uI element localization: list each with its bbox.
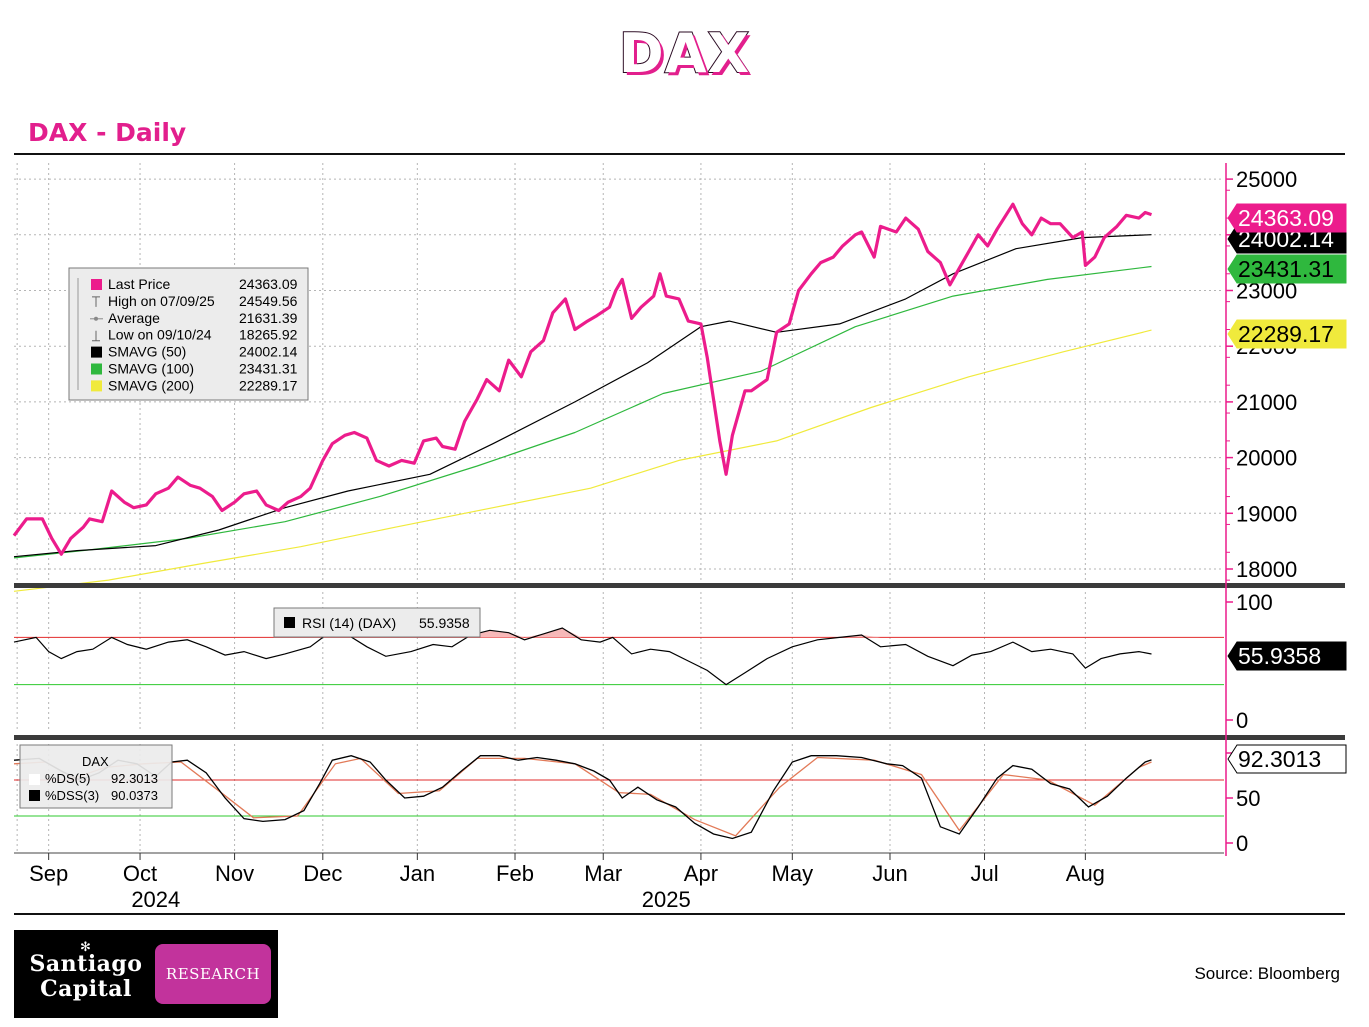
x-tick-label: Feb [496,861,534,886]
legend-swatch [91,363,102,375]
legend-label: Low on 09/10/24 [108,327,212,343]
high-marker-icon [92,296,100,307]
x-tick-label: Jan [400,861,435,886]
rsi-legend-label: RSI (14) (DAX) [302,615,396,631]
year-label: 2024 [131,887,180,912]
x-tick-label: Nov [215,861,254,886]
legend-swatch [91,380,102,392]
x-tick-label: May [772,861,814,886]
scallop-shell-icon: ✻ [80,939,91,954]
legends: Last Price 24363.09 High on 07/09/25 24549.… [19,267,481,809]
year-label: 2025 [642,887,691,912]
tag-last-price-box [1227,203,1347,233]
stochastic-legend-swatch [29,790,40,801]
x-tick-label: Dec [303,861,342,886]
chart-heading: DAX - Daily [28,118,187,147]
series-smavg-50- [13,234,1152,558]
x-tick-label: Jul [970,861,998,886]
rsi-legend-swatch [284,617,295,628]
legend-label: SMAVG (200) [108,377,194,393]
tag-last-price: 24363.09 [1238,205,1334,231]
legend-label: Average [108,310,160,326]
stochastic-legend-label: %DSS(3) [45,788,99,803]
series-last-price [12,202,1153,556]
panel-frame [14,163,1345,856]
last-value-tags: 22289.1723431.3124002.1424363.0955.93589… [1227,203,1347,774]
stochastic-legend-label: %DS(5) [45,771,91,786]
logo-text: Santiago Capital [29,951,143,1002]
y-tick-label: 19000 [1236,501,1297,526]
legend-label: SMAVG (50) [108,344,186,360]
legend-value: 22289.17 [239,377,298,393]
y-tick-label: 100 [1236,590,1273,615]
panel-separator [14,735,1345,740]
source-note: Source: Bloomberg [1194,964,1340,983]
bottom-divider [14,913,1345,915]
tag-rsi: 55.9358 [1238,643,1321,669]
y-tick-label: 18000 [1236,557,1297,582]
y-tick-label: 20000 [1236,446,1297,471]
tag-rsi-box [1227,641,1347,671]
page-title: DAX [618,21,751,86]
tag-smavg-200-: 22289.17 [1238,321,1334,347]
series--dss-3- [13,756,1152,837]
santiago-capital-logo: ✻ Santiago Capital RESEARCH [14,930,278,1018]
tag-stochastic-box [1227,744,1347,774]
y-tick-label: 0 [1236,708,1248,733]
legend-label: High on 07/09/25 [108,293,215,309]
x-tick-label: Aug [1066,861,1105,886]
rsi-legend-box [273,607,481,638]
grid [14,163,1224,852]
y-tick-label: 0 [1236,831,1248,856]
legend-label: Last Price [108,276,170,292]
x-tick-label: Mar [584,861,622,886]
series-smavg-200- [13,329,1152,592]
panel-separator [14,583,1345,588]
legend-value: 24002.14 [239,344,298,360]
low-marker-icon [92,330,100,342]
rsi-legend-value: 55.9358 [419,615,470,631]
y-tick-label: 25000 [1236,167,1297,192]
x-tick-label: Sep [29,861,68,886]
main-legend-box [68,267,309,401]
legend-value: 21631.39 [239,310,298,326]
y-tick-label: 50 [1236,786,1260,811]
x-tick-label: Apr [684,861,718,886]
series-lines [12,202,1153,840]
stochastic-legend-box [19,744,173,809]
rsi-overbought-area [14,628,1152,638]
legend-swatch [91,346,102,358]
stochastic-legend-value: 90.0373 [111,788,158,803]
stochastic-legend-title: DAX [82,754,109,769]
legend-value: 23431.31 [239,361,298,377]
legend-value: 24549.56 [239,293,298,309]
legend-swatch [91,279,102,290]
legend-value: 24363.09 [239,276,298,292]
series--ds-5- [13,755,1152,840]
x-tick-label: Jun [872,861,907,886]
series-rsi [13,627,1152,686]
tag-smavg-100-: 23431.31 [1238,256,1334,282]
tag-smavg-200--box [1227,319,1347,349]
tag-stochastic: 92.3013 [1238,746,1321,772]
tag-smavg-100--box [1227,254,1347,284]
logo-badge: RESEARCH [155,944,271,1004]
top-divider [14,153,1345,155]
legend-label: SMAVG (100) [108,361,194,377]
y-tick-label: 21000 [1236,390,1297,415]
legend-value: 18265.92 [239,327,298,343]
stochastic-legend-value: 92.3013 [111,771,158,786]
x-axis: Sep Oct Nov Dec Jan Feb Mar Apr May Jun Jul Aug 2024… [29,853,1105,912]
overbought-fill [14,628,1152,638]
x-tick-label: Oct [123,861,157,886]
average-marker-icon [94,316,98,321]
stochastic-legend-swatch [29,774,40,785]
